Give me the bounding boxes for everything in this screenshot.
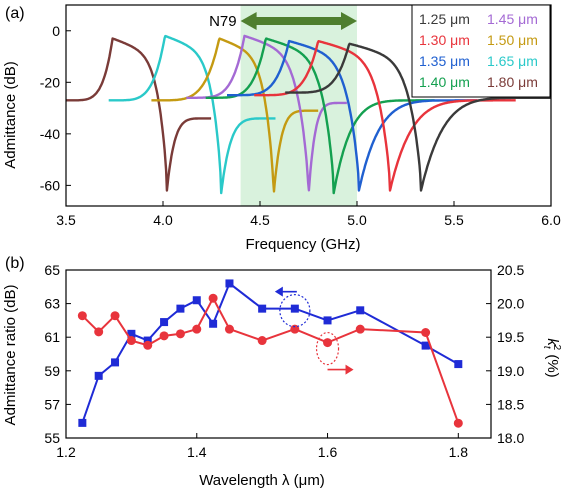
kt2-point — [323, 338, 333, 348]
panel-b-left-tick-label: 59 — [44, 363, 60, 379]
panel-a-x-axis-label: Frequency (GHz) — [245, 236, 360, 253]
left-axis-arrow-head — [274, 286, 283, 297]
panel-a-y-axis-label: Admittance (dB) — [2, 61, 19, 169]
admittance-ratio-point — [160, 318, 169, 327]
legend-entry: 1.80 μm — [487, 74, 538, 90]
legend-entry: 1.35 μm — [419, 53, 470, 69]
panel-b-x-tick-label: 1.4 — [187, 444, 207, 460]
n79-band-label: N79 — [209, 13, 237, 30]
panel-b-x-tick-label: 1.8 — [449, 444, 469, 460]
admittance-ratio-point — [192, 296, 201, 305]
admittance-curve-165 — [108, 34, 276, 195]
panel-a-x-tick-label: 3.5 — [56, 212, 76, 228]
right-axis-arrow-head — [345, 364, 354, 375]
panel-b-right-tick-label: 18.0 — [497, 430, 524, 446]
panel-a-x-tick-label: 4.0 — [153, 212, 173, 228]
panel-b-x-tick-label: 1.6 — [318, 444, 338, 460]
kt2-point — [126, 336, 136, 346]
admittance-ratio-point — [78, 418, 87, 427]
n79-arrow-head-left — [240, 12, 257, 30]
panel-b-right-tick-label: 18.5 — [497, 396, 524, 412]
panel-b-left-tick-label: 63 — [44, 296, 60, 312]
panel-a-y-tick-label: -40 — [40, 126, 60, 142]
kt2-point — [453, 418, 463, 428]
panel-b-right-tick-label: 19.0 — [497, 363, 524, 379]
panel-a-x-tick-label: 5.0 — [347, 212, 367, 228]
kt2-point — [159, 331, 169, 341]
kt2-point — [355, 324, 365, 334]
panel-b-x-axis-label: Wavelength λ (μm) — [199, 472, 325, 489]
admittance-curve-180 — [65, 37, 212, 192]
kt2-point — [224, 324, 234, 334]
legend-entry: 1.25 μm — [419, 11, 470, 27]
panel-a: 3.5 4.0 4.5 5.0 5.5 6.0 -60 -40 -20 0 1.25 μm 1.45 … — [2, 4, 561, 253]
admittance-ratio-point — [143, 336, 152, 345]
admittance-ratio-point — [176, 304, 185, 313]
panel-a-x-tick-label: 4.5 — [250, 212, 270, 228]
panel-b-x-tick-label: 1.2 — [56, 444, 76, 460]
legend-entry: 1.30 μm — [419, 32, 470, 48]
admittance-curve-125 — [284, 42, 551, 192]
admittance-curve-130 — [253, 40, 517, 192]
panel-b-right-tick-label: 20.0 — [497, 296, 524, 312]
admittance-ratio-point — [421, 341, 430, 350]
panel-a-y-tick-label: -60 — [40, 177, 60, 193]
kt2-point — [192, 324, 202, 334]
admittance-ratio-point — [454, 360, 463, 369]
legend-entry: 1.40 μm — [419, 74, 470, 90]
panel-b-frame — [65, 269, 492, 439]
panel-a-y-tick-label: -20 — [40, 74, 60, 90]
panel-a-x-tick-label: 5.5 — [444, 212, 464, 228]
panel-b-right-tick-label: 20.5 — [497, 262, 524, 278]
svg-text:kt2 (%): kt2 (%) — [541, 338, 562, 377]
kt2-point — [257, 336, 267, 346]
admittance-ratio-point — [356, 306, 365, 315]
panel-a-frame — [65, 4, 552, 207]
admittance-curve-150 — [150, 37, 319, 193]
kt2-point — [208, 293, 218, 303]
panel-b-left-tick-label: 55 — [44, 430, 60, 446]
legend-entry: 1.45 μm — [487, 11, 538, 27]
admittance-plot-area: 3.5 4.0 4.5 5.0 5.5 6.0 -60 -40 -20 0 1.25 μm 1.45 … — [40, 4, 561, 228]
kt2-point — [143, 340, 153, 350]
admittance-curve-135 — [226, 39, 478, 192]
kt2-point — [110, 311, 120, 321]
admittance-ratio-point — [94, 371, 103, 380]
admittance-ratio-point — [323, 316, 332, 325]
panel-b-right-tick-label: 19.5 — [497, 329, 524, 345]
panel-b: 1.2 1.4 1.6 1.8 55 57 59 61 63 65 18.0 18.5 19.0 19.5… — [2, 255, 562, 489]
panel-b-left-tick-label: 61 — [44, 329, 60, 345]
admittance-ratio-point — [127, 329, 136, 338]
panel-b-label: (b) — [5, 255, 25, 272]
admittance-ratio-point — [111, 358, 120, 367]
admittance-ratio-point — [258, 304, 267, 313]
legend-entry: 1.50 μm — [487, 32, 538, 48]
kt2-line — [81, 296, 460, 424]
ratio-kt2-plot-area: 1.2 1.4 1.6 1.8 55 57 59 61 63 65 18.0 18.5 19.0 19.5… — [44, 262, 524, 460]
panel-b-right-y-axis-label: kt2 (%) — [541, 338, 562, 377]
red-series-highlight — [315, 331, 340, 366]
panel-a-label: (a) — [5, 5, 25, 22]
admittance-ratio-point — [225, 279, 234, 288]
legend-box — [411, 4, 551, 98]
panel-b-left-tick-label: 65 — [44, 262, 60, 278]
admittance-curve-140 — [205, 37, 435, 195]
admittance-ratio-line — [81, 281, 459, 424]
admittance-curve-145 — [185, 34, 348, 192]
admittance-ratio-point — [290, 304, 299, 313]
legend-entry: 1.65 μm — [487, 53, 538, 69]
panel-a-y-tick-label: 0 — [52, 23, 60, 39]
kt2-point — [421, 327, 431, 337]
n79-arrow-head-right — [341, 12, 357, 30]
admittance-ratio-point — [209, 319, 218, 328]
panel-b-left-tick-label: 57 — [44, 396, 60, 412]
panel-b-left-y-axis-label: Admittance ratio (dB) — [2, 285, 19, 426]
blue-series-highlight — [279, 294, 311, 328]
kt2-point — [77, 311, 87, 321]
panel-a-x-tick-label: 6.0 — [541, 212, 561, 228]
kt2-point — [94, 327, 104, 337]
kt2-point — [175, 329, 185, 339]
